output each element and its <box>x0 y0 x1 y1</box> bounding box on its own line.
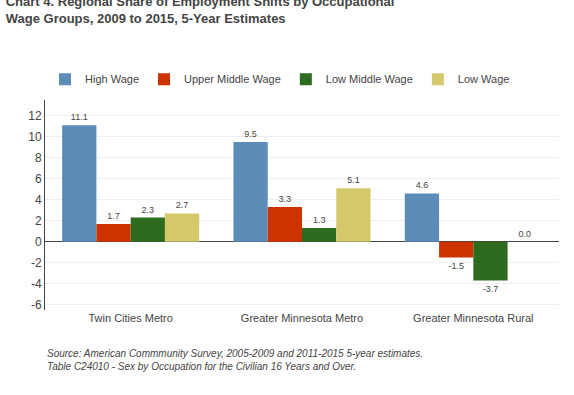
svg-text:10: 10 <box>28 130 42 144</box>
svg-text:5.1: 5.1 <box>347 175 360 185</box>
svg-text:Upper Middle Wage: Upper Middle Wage <box>184 73 281 85</box>
svg-text:-2: -2 <box>31 256 42 270</box>
svg-text:0: 0 <box>35 235 42 249</box>
svg-text:0.0: 0.0 <box>518 229 531 239</box>
svg-text:-6: -6 <box>31 298 42 312</box>
svg-text:2.7: 2.7 <box>176 200 189 210</box>
svg-text:Chart 4. Regional Share of Emp: Chart 4. Regional Share of Employment Sh… <box>6 0 395 26</box>
svg-text:1.7: 1.7 <box>107 211 120 221</box>
svg-text:4.6: 4.6 <box>416 180 429 190</box>
svg-text:1.3: 1.3 <box>313 215 326 225</box>
svg-text:2: 2 <box>35 214 42 228</box>
svg-text:4: 4 <box>35 193 42 207</box>
svg-text:12: 12 <box>28 109 42 123</box>
svg-text:Greater Minnesota Metro: Greater Minnesota Metro <box>241 312 363 324</box>
svg-text:-4: -4 <box>31 277 42 291</box>
svg-text:Greater Minnesota Rural: Greater Minnesota Rural <box>413 312 533 324</box>
svg-text:9.5: 9.5 <box>244 129 257 139</box>
svg-text:Low Middle Wage: Low Middle Wage <box>326 73 413 85</box>
svg-text:High Wage: High Wage <box>85 73 139 85</box>
svg-text:2.3: 2.3 <box>142 205 155 215</box>
svg-text:-1.5: -1.5 <box>448 261 464 271</box>
svg-text:-3.7: -3.7 <box>483 284 499 294</box>
svg-text:Source: American Commmunity Su: Source: American Commmunity Survey, 2005… <box>47 348 423 372</box>
svg-text:3.3: 3.3 <box>279 194 292 204</box>
svg-text:6: 6 <box>35 172 42 186</box>
svg-text:Twin Cities Metro: Twin Cities Metro <box>88 312 172 324</box>
svg-text:Low Wage: Low Wage <box>458 73 510 85</box>
svg-text:11.1: 11.1 <box>71 112 88 122</box>
svg-text:8: 8 <box>35 151 42 165</box>
